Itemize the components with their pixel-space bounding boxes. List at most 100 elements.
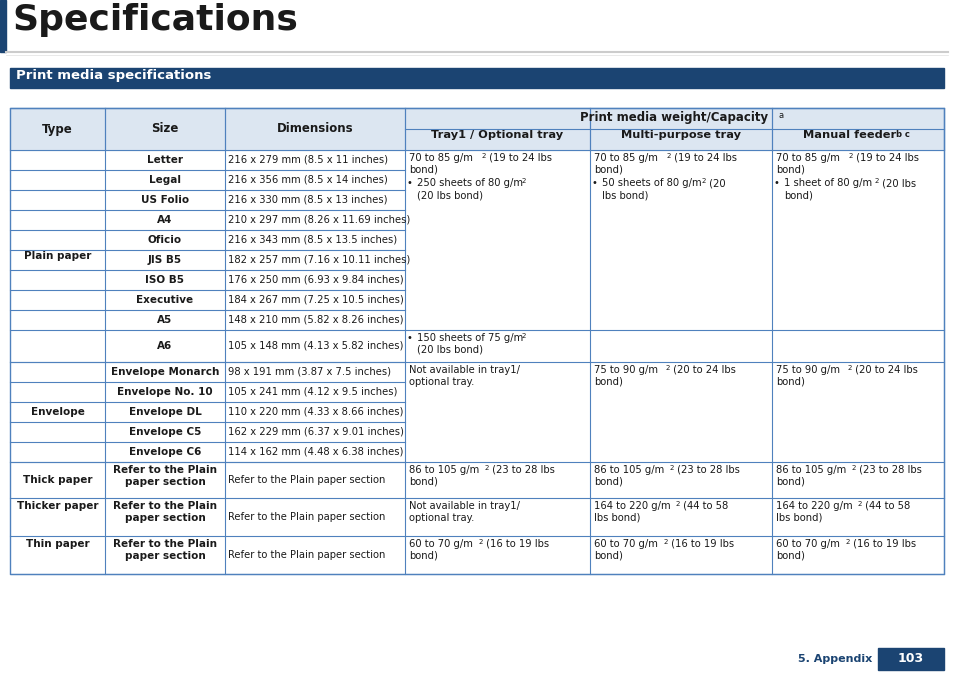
Text: 162 x 229 mm (6.37 x 9.01 inches): 162 x 229 mm (6.37 x 9.01 inches) — [228, 427, 403, 437]
Text: (20 lbs bond): (20 lbs bond) — [416, 190, 482, 200]
Text: Thin paper: Thin paper — [26, 539, 90, 549]
Bar — [10, 108, 943, 150]
Text: 75 to 90 g/m: 75 to 90 g/m — [594, 365, 658, 375]
Text: bond): bond) — [783, 190, 812, 200]
Text: b c: b c — [895, 130, 909, 139]
Text: 216 x 330 mm (8.5 x 13 inches): 216 x 330 mm (8.5 x 13 inches) — [228, 195, 387, 205]
Text: 2: 2 — [663, 539, 668, 545]
Text: (23 to 28 lbs: (23 to 28 lbs — [855, 465, 921, 475]
Text: 114 x 162 mm (4.48 x 6.38 inches): 114 x 162 mm (4.48 x 6.38 inches) — [228, 447, 403, 457]
Text: 86 to 105 g/m: 86 to 105 g/m — [409, 465, 478, 475]
Text: 2: 2 — [665, 365, 670, 371]
Text: Type: Type — [42, 122, 72, 136]
Text: Tray1 / Optional tray: Tray1 / Optional tray — [431, 130, 563, 140]
Text: 60 to 70 g/m: 60 to 70 g/m — [775, 539, 839, 549]
Text: 86 to 105 g/m: 86 to 105 g/m — [594, 465, 663, 475]
Text: (20: (20 — [705, 178, 725, 188]
Text: (20 to 24 lbs: (20 to 24 lbs — [669, 365, 735, 375]
Text: 110 x 220 mm (4.33 x 8.66 inches): 110 x 220 mm (4.33 x 8.66 inches) — [228, 407, 403, 417]
Text: 2: 2 — [857, 501, 862, 507]
Text: Legal: Legal — [149, 175, 181, 185]
Text: Envelope: Envelope — [30, 407, 85, 417]
Bar — [877, 648, 943, 670]
Text: (44 to 58: (44 to 58 — [862, 501, 909, 511]
Text: bond): bond) — [775, 377, 804, 387]
Text: 70 to 85 g/m: 70 to 85 g/m — [409, 153, 473, 163]
Text: 2: 2 — [666, 153, 671, 159]
Text: 216 x 343 mm (8.5 x 13.5 inches): 216 x 343 mm (8.5 x 13.5 inches) — [228, 235, 396, 245]
Text: Refer to the Plain paper section: Refer to the Plain paper section — [228, 512, 385, 522]
Text: 182 x 257 mm (7.16 x 10.11 inches): 182 x 257 mm (7.16 x 10.11 inches) — [228, 255, 410, 265]
Text: •: • — [773, 178, 779, 188]
Text: 2: 2 — [481, 153, 486, 159]
Text: 148 x 210 mm (5.82 x 8.26 inches): 148 x 210 mm (5.82 x 8.26 inches) — [228, 315, 403, 325]
Text: Size: Size — [152, 122, 178, 136]
Text: optional tray.: optional tray. — [409, 513, 474, 523]
Text: bond): bond) — [594, 551, 622, 561]
Text: •: • — [407, 333, 413, 343]
Text: paper section: paper section — [125, 551, 205, 561]
Text: 2: 2 — [478, 539, 483, 545]
Text: Refer to the Plain: Refer to the Plain — [112, 539, 216, 549]
Text: •: • — [407, 178, 413, 188]
Text: A5: A5 — [157, 315, 172, 325]
Text: (16 to 19 lbs: (16 to 19 lbs — [482, 539, 549, 549]
Text: 2: 2 — [847, 365, 851, 371]
Text: 86 to 105 g/m: 86 to 105 g/m — [775, 465, 845, 475]
Text: (19 to 24 lbs: (19 to 24 lbs — [852, 153, 918, 163]
Text: Executive: Executive — [136, 295, 193, 305]
Text: 70 to 85 g/m: 70 to 85 g/m — [594, 153, 658, 163]
Text: 2: 2 — [676, 501, 679, 507]
Text: 164 to 220 g/m: 164 to 220 g/m — [594, 501, 670, 511]
Text: 2: 2 — [521, 333, 526, 339]
Text: Refer to the Plain: Refer to the Plain — [112, 501, 216, 511]
Text: Envelope No. 10: Envelope No. 10 — [117, 387, 213, 397]
Text: 2: 2 — [851, 465, 856, 471]
Text: 1 sheet of 80 g/m: 1 sheet of 80 g/m — [783, 178, 871, 188]
Bar — [10, 108, 943, 574]
Text: Not available in tray1/: Not available in tray1/ — [409, 365, 519, 375]
Text: paper section: paper section — [125, 513, 205, 523]
Text: (20 lbs: (20 lbs — [878, 178, 915, 188]
Text: (20 lbs bond): (20 lbs bond) — [416, 345, 482, 355]
Text: 2: 2 — [701, 178, 705, 184]
Text: bond): bond) — [594, 165, 622, 175]
Text: 5. Appendix: 5. Appendix — [797, 654, 871, 664]
Text: 98 x 191 mm (3.87 x 7.5 inches): 98 x 191 mm (3.87 x 7.5 inches) — [228, 367, 391, 377]
Text: (44 to 58: (44 to 58 — [679, 501, 727, 511]
Text: Print media specifications: Print media specifications — [16, 69, 212, 82]
Text: Letter: Letter — [147, 155, 183, 165]
Text: bond): bond) — [775, 551, 804, 561]
Text: Not available in tray1/: Not available in tray1/ — [409, 501, 519, 511]
Text: Envelope C6: Envelope C6 — [129, 447, 201, 457]
Text: Manual feeder: Manual feeder — [802, 130, 896, 140]
Text: paper section: paper section — [125, 477, 205, 487]
Text: bond): bond) — [775, 477, 804, 487]
Text: bond): bond) — [594, 377, 622, 387]
Text: bond): bond) — [409, 551, 437, 561]
Text: (20 to 24 lbs: (20 to 24 lbs — [851, 365, 917, 375]
Text: (19 to 24 lbs: (19 to 24 lbs — [485, 153, 552, 163]
Text: Thicker paper: Thicker paper — [17, 501, 98, 511]
Text: lbs bond): lbs bond) — [594, 513, 639, 523]
Text: (23 to 28 lbs: (23 to 28 lbs — [673, 465, 740, 475]
Text: Dimensions: Dimensions — [276, 122, 353, 136]
Text: 164 to 220 g/m: 164 to 220 g/m — [775, 501, 852, 511]
Text: 176 x 250 mm (6.93 x 9.84 inches): 176 x 250 mm (6.93 x 9.84 inches) — [228, 275, 403, 285]
Text: 2: 2 — [669, 465, 674, 471]
Text: US Folio: US Folio — [141, 195, 189, 205]
Bar — [10, 68, 943, 88]
Text: Refer to the Plain paper section: Refer to the Plain paper section — [228, 550, 385, 560]
Text: Specifications: Specifications — [12, 3, 297, 37]
Text: •: • — [592, 178, 598, 188]
Text: (19 to 24 lbs: (19 to 24 lbs — [670, 153, 737, 163]
Text: 60 to 70 g/m: 60 to 70 g/m — [594, 539, 658, 549]
Text: ISO B5: ISO B5 — [146, 275, 184, 285]
Text: 60 to 70 g/m: 60 to 70 g/m — [409, 539, 473, 549]
Text: bond): bond) — [775, 165, 804, 175]
Text: 2: 2 — [874, 178, 879, 184]
Text: lbs bond): lbs bond) — [775, 513, 821, 523]
Text: Multi-purpose tray: Multi-purpose tray — [620, 130, 740, 140]
Text: Oficio: Oficio — [148, 235, 182, 245]
Text: 150 sheets of 75 g/m: 150 sheets of 75 g/m — [416, 333, 522, 343]
